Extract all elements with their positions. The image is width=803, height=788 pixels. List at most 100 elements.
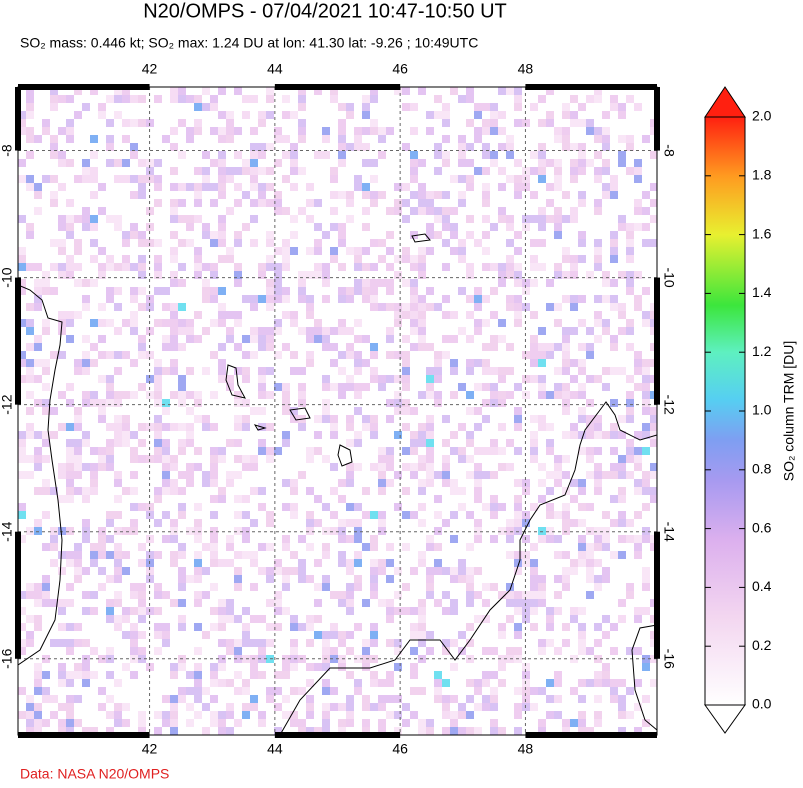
pixel: [298, 535, 306, 543]
pixel: [114, 567, 122, 575]
pixel: [194, 183, 202, 191]
pixel: [338, 319, 346, 327]
pixel: [370, 279, 378, 287]
pixel: [330, 383, 338, 391]
pixel: [74, 359, 82, 367]
pixel: [554, 135, 562, 143]
pixel: [602, 575, 610, 583]
pixel: [578, 479, 586, 487]
pixel: [130, 487, 138, 495]
pixel: [418, 479, 426, 487]
pixel: [474, 327, 482, 335]
pixel: [50, 559, 58, 567]
pixel: [386, 615, 394, 623]
pixel: [178, 423, 186, 431]
pixel: [154, 607, 162, 615]
pixel: [314, 727, 322, 735]
pixel: [234, 271, 242, 279]
pixel: [122, 263, 130, 271]
pixel: [90, 551, 98, 559]
pixel: [370, 367, 378, 375]
pixel: [514, 527, 522, 535]
pixel: [266, 183, 274, 191]
pixel: [162, 471, 170, 479]
pixel: [154, 447, 162, 455]
pixel: [538, 687, 546, 695]
pixel: [66, 223, 74, 231]
pixel: [362, 639, 370, 647]
pixel: [618, 511, 626, 519]
pixel: [618, 495, 626, 503]
pixel: [298, 103, 306, 111]
pixel: [210, 711, 218, 719]
pixel: [610, 647, 618, 655]
pixel: [130, 231, 138, 239]
pixel: [170, 215, 178, 223]
pixel: [162, 535, 170, 543]
pixel: [418, 255, 426, 263]
pixel: [426, 535, 434, 543]
pixel: [266, 575, 274, 583]
pixel: [346, 247, 354, 255]
pixel: [338, 223, 346, 231]
pixel: [498, 367, 506, 375]
pixel: [26, 591, 34, 599]
pixel: [562, 359, 570, 367]
pixel: [490, 447, 498, 455]
pixel: [578, 319, 586, 327]
pixel: [378, 463, 386, 471]
pixel: [642, 359, 650, 367]
pixel: [634, 175, 642, 183]
pixel: [234, 415, 242, 423]
pixel: [194, 591, 202, 599]
pixel: [250, 167, 258, 175]
pixel: [410, 431, 418, 439]
pixel: [626, 471, 634, 479]
pixel: [290, 183, 298, 191]
pixel: [410, 343, 418, 351]
pixel: [602, 191, 610, 199]
pixel: [570, 479, 578, 487]
pixel: [34, 399, 42, 407]
pixel: [122, 631, 130, 639]
pixel: [82, 279, 90, 287]
pixel: [586, 647, 594, 655]
pixel: [114, 263, 122, 271]
pixel: [170, 359, 178, 367]
pixel: [610, 303, 618, 311]
pixel: [122, 527, 130, 535]
pixel: [442, 103, 450, 111]
pixel: [74, 695, 82, 703]
pixel: [202, 591, 210, 599]
pixel: [554, 159, 562, 167]
pixel: [74, 367, 82, 375]
pixel: [66, 599, 74, 607]
pixel: [642, 567, 650, 575]
pixel: [250, 703, 258, 711]
pixel: [434, 695, 442, 703]
pixel: [354, 247, 362, 255]
pixel: [330, 359, 338, 367]
pixel: [34, 703, 42, 711]
pixel: [258, 487, 266, 495]
pixel: [210, 551, 218, 559]
pixel: [98, 207, 106, 215]
pixel: [442, 479, 450, 487]
pixel: [290, 143, 298, 151]
pixel: [146, 423, 154, 431]
pixel: [578, 431, 586, 439]
pixel: [74, 407, 82, 415]
pixel: [178, 599, 186, 607]
pixel: [74, 87, 82, 95]
pixel: [530, 503, 538, 511]
pixel: [554, 671, 562, 679]
pixel: [434, 495, 442, 503]
pixel: [266, 367, 274, 375]
pixel: [266, 639, 274, 647]
pixel: [442, 695, 450, 703]
pixel: [538, 479, 546, 487]
pixel: [210, 607, 218, 615]
pixel: [410, 103, 418, 111]
pixel: [354, 655, 362, 663]
pixel: [618, 487, 626, 495]
